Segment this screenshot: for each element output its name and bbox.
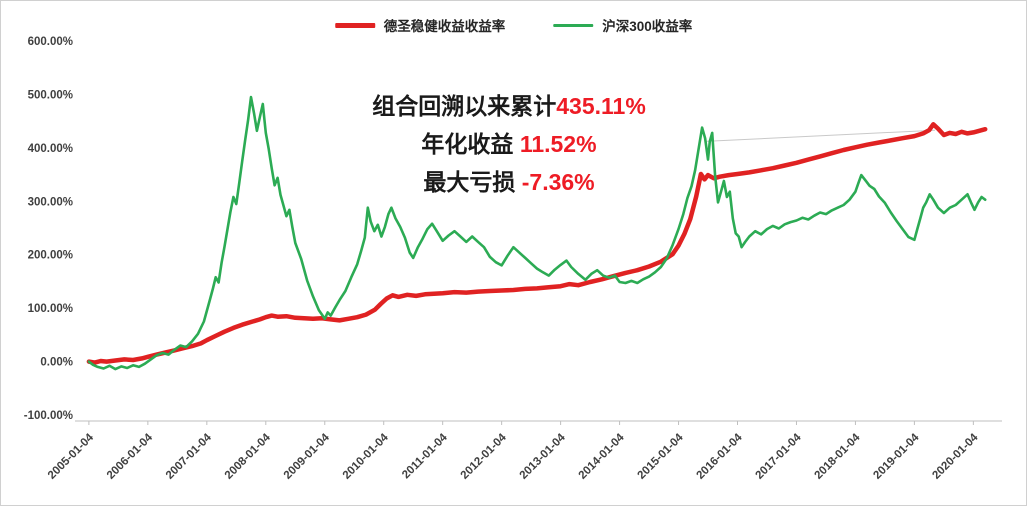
- legend-label-portfolio: 德圣稳健收益收益率: [383, 19, 506, 34]
- x-tick-label: 2015-01-04: [636, 431, 687, 482]
- legend-item-hs300: 沪深300收益率: [553, 15, 692, 35]
- x-tick-label: 2008-01-04: [223, 431, 274, 482]
- x-axis-labels: 2005-01-04 2006-01-04 2007-01-04 2008-01-04…: [46, 431, 981, 482]
- y-tick-label: 300.00%: [28, 196, 73, 208]
- annotation-value: 11.52%: [519, 131, 597, 157]
- annotation-line-maxloss: 最大亏损 -7.36%: [289, 163, 729, 201]
- chart-legend: 德圣稳健收益收益率 沪深300收益率: [334, 15, 692, 35]
- y-tick-label: 100.00%: [28, 303, 73, 315]
- annotation-block: 组合回溯以来累计435.11% 年化收益 11.52% 最大亏损 -7.36%: [289, 87, 729, 201]
- series-line-0: [86, 122, 988, 365]
- y-axis-labels: 600.00% 500.00% 400.00% 300.00% 200.00% 100.0…: [24, 36, 73, 422]
- x-tick-label: 2012-01-04: [459, 431, 510, 482]
- annotation-line-cumulative: 组合回溯以来累计435.11%: [289, 87, 729, 125]
- annotation-value: 435.11%: [556, 93, 646, 119]
- series-line-1: [87, 95, 987, 371]
- annotation-value: -7.36%: [521, 169, 595, 195]
- annotation-line-annualized: 年化收益 11.52%: [289, 125, 729, 163]
- annotation-prefix: 组合回溯以来累计: [372, 93, 557, 119]
- legend-item-portfolio: 德圣稳健收益收益率: [334, 15, 506, 35]
- x-tick-label: 2016-01-04: [695, 431, 746, 482]
- y-tick-label: 200.00%: [28, 250, 73, 262]
- x-tick-label: 2017-01-04: [754, 431, 805, 482]
- x-tick-label: 2019-01-04: [871, 431, 922, 482]
- y-tick-label: 600.00%: [28, 36, 73, 48]
- legend-swatch-0: [334, 22, 375, 28]
- y-tick-label: 0.00%: [40, 357, 73, 369]
- x-tick-label: 2006-01-04: [105, 431, 156, 482]
- x-tick-label: 2009-01-04: [282, 431, 333, 482]
- x-tick-label: 2011-01-04: [400, 431, 450, 481]
- annotation-prefix: 最大亏损: [423, 169, 522, 195]
- x-tick-label: 2020-01-04: [930, 431, 981, 482]
- x-tick-label: 2014-01-04: [577, 431, 628, 482]
- legend-swatch-1: [553, 23, 594, 27]
- x-tick-label: 2013-01-04: [518, 431, 569, 482]
- x-tick-label: 2010-01-04: [341, 431, 392, 482]
- annotation-prefix: 年化收益: [421, 131, 520, 157]
- y-tick-label: 400.00%: [28, 143, 73, 155]
- y-tick-label: -100.00%: [24, 410, 73, 422]
- x-tick-label: 2018-01-04: [812, 431, 863, 482]
- y-tick-label: 500.00%: [28, 89, 73, 101]
- trendline: [705, 129, 936, 142]
- legend-label-hs300: 沪深300收益率: [602, 19, 693, 34]
- x-tick-label: 2007-01-04: [164, 431, 215, 482]
- x-tick-label: 2005-01-04: [46, 431, 97, 482]
